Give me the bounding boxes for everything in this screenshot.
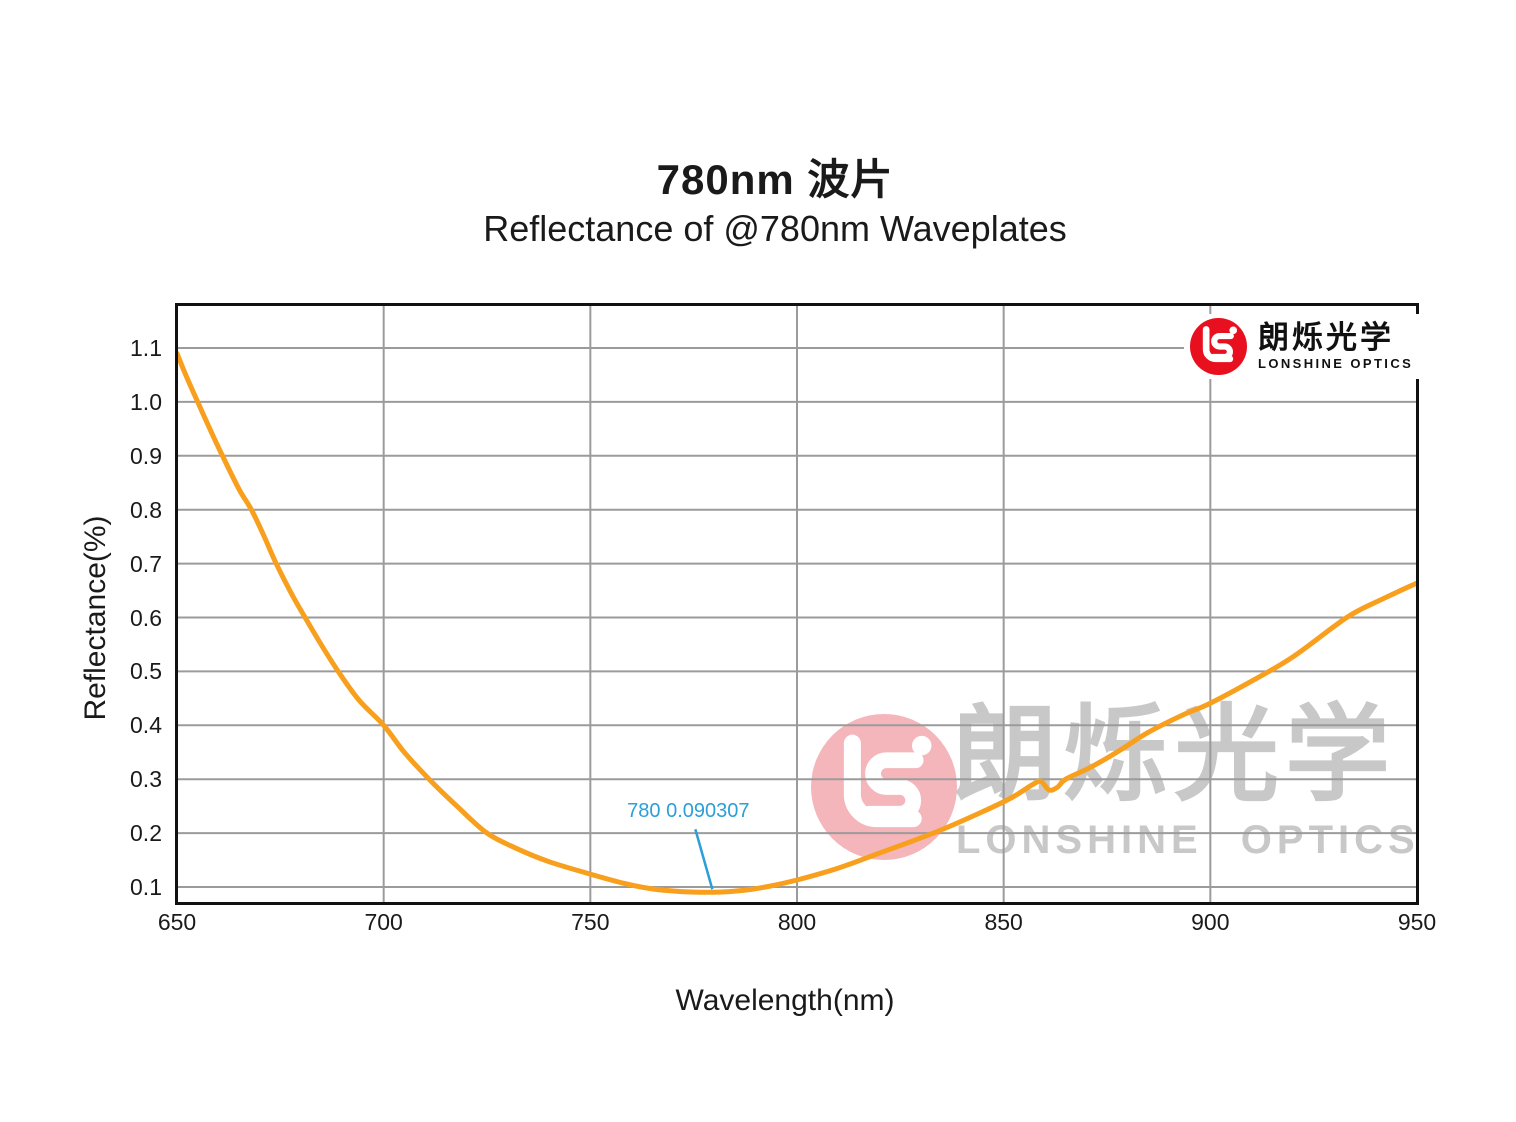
y-tick-label: 0.3 [130,766,162,793]
x-tick-label: 950 [1397,909,1437,935]
page-subtitle: Reflectance of @780nm Waveplates [483,208,1067,249]
page-title: 780nm 波片 [656,156,894,203]
x-tick-label: 900 [1191,909,1230,935]
x-tick-label: 800 [777,909,817,935]
min-point-annotation: 780 0.090307 [627,800,750,823]
annotation-leader-line [694,828,714,890]
y-tick-label: 0.8 [130,496,162,523]
y-tick-label: 0.6 [130,604,162,631]
x-tick-label: 650 [157,909,197,935]
x-axis-title: Wavelength(nm) [675,984,895,1017]
x-tick-label: 750 [571,909,610,935]
watermark-cn-text: 朗烁光学 [952,697,1397,814]
logo-cn-text: 朗烁光学 [1258,319,1394,355]
x-tick-label: 700 [364,909,403,935]
y-tick-label: 0.7 [130,550,162,577]
y-tick-label: 0.4 [130,712,162,739]
y-tick-label: 0.1 [130,874,162,900]
y-tick-label: 0.5 [130,658,162,685]
x-tick-label: 850 [984,909,1023,935]
logo-en-text: LONSHINE OPTICS [1258,356,1414,372]
y-tick-label: 0.2 [130,820,162,847]
watermark-logo-icon [811,714,957,860]
y-tick-label: 0.9 [130,442,162,469]
company-logo: 朗烁光学 LONSHINE OPTICS [1184,314,1420,379]
watermark-en-text: LONSHINE OPTICS [956,818,1420,862]
y-tick-label: 1.0 [130,388,162,415]
logo-icon [1190,318,1247,375]
reflectance-curve [177,350,1417,895]
y-tick-label: 1.1 [130,335,162,361]
logo-text-block: 朗烁光学 LONSHINE OPTICS [1258,319,1414,372]
